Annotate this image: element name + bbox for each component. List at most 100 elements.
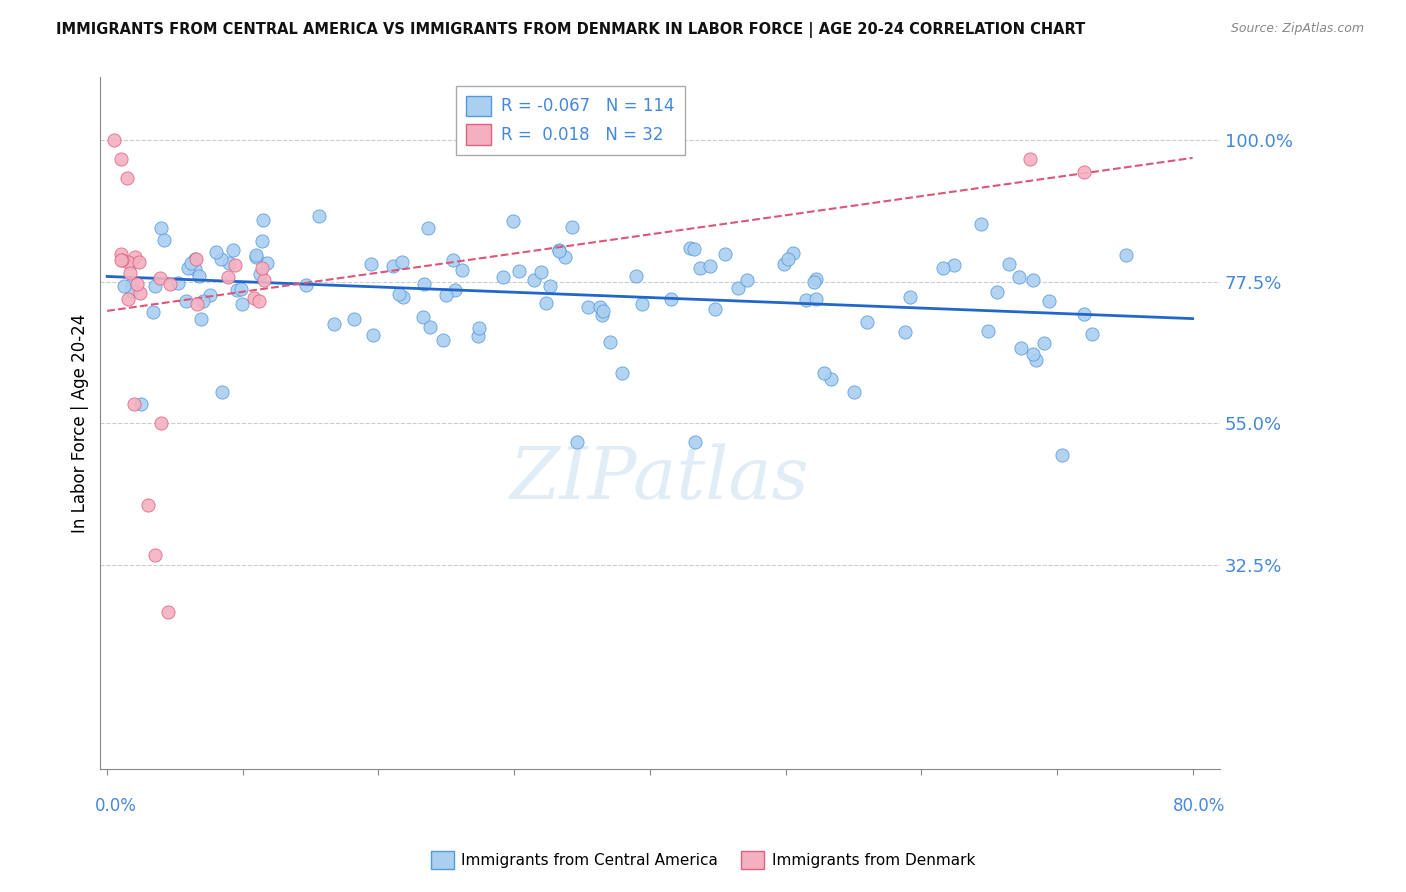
Point: [894, 326, 917, 340]
Point: [803, 275, 825, 289]
Point: [121, 277, 143, 291]
Point: [942, 258, 965, 272]
Point: [1008, 270, 1031, 285]
Point: [626, 268, 648, 283]
Point: [343, 312, 366, 326]
Point: [592, 304, 614, 318]
Point: [152, 233, 174, 247]
Point: [1010, 341, 1032, 355]
Point: [111, 253, 134, 268]
Point: [190, 312, 212, 326]
Point: [391, 290, 413, 304]
Point: [391, 255, 413, 269]
Point: [998, 257, 1021, 271]
Point: [149, 221, 172, 235]
Point: [184, 252, 207, 266]
Point: [1032, 335, 1054, 350]
Point: [250, 234, 273, 248]
Point: [565, 435, 588, 450]
Point: [1050, 448, 1073, 462]
Point: [124, 250, 146, 264]
Point: [898, 290, 921, 304]
Point: [157, 605, 180, 619]
Point: [1115, 248, 1137, 262]
Point: [143, 278, 166, 293]
Point: [727, 281, 749, 295]
Point: [932, 260, 955, 275]
Point: [1018, 152, 1040, 166]
Text: ZIPatlas: ZIPatlas: [510, 443, 810, 514]
Point: [502, 214, 524, 228]
Point: [252, 213, 274, 227]
Point: [122, 397, 145, 411]
Point: [530, 265, 553, 279]
Point: [360, 257, 382, 271]
Point: [444, 283, 467, 297]
Point: [295, 277, 318, 292]
Point: [538, 279, 561, 293]
Point: [986, 285, 1008, 299]
Point: [561, 220, 583, 235]
Point: [217, 269, 239, 284]
Point: [679, 241, 702, 255]
Point: [247, 294, 270, 309]
Point: [245, 248, 267, 262]
Point: [1038, 294, 1060, 309]
Point: [150, 417, 173, 431]
Y-axis label: In Labor Force | Age 20-24: In Labor Force | Age 20-24: [72, 314, 89, 533]
Point: [184, 252, 207, 266]
Point: [127, 277, 149, 291]
Point: [416, 221, 439, 235]
Point: [599, 334, 621, 349]
Point: [704, 302, 727, 317]
Point: [794, 293, 817, 308]
Point: [250, 260, 273, 275]
Point: [166, 276, 188, 290]
Text: 0.0%: 0.0%: [94, 797, 136, 814]
Point: [1081, 326, 1104, 341]
Point: [218, 256, 240, 270]
Point: [120, 256, 142, 270]
Point: [245, 250, 267, 264]
Point: [434, 288, 457, 302]
Point: [180, 255, 202, 269]
Point: [110, 152, 132, 166]
Point: [381, 259, 404, 273]
Point: [1022, 273, 1045, 287]
Point: [773, 257, 796, 271]
Point: [588, 300, 610, 314]
Point: [1073, 165, 1095, 179]
Text: IMMIGRANTS FROM CENTRAL AMERICA VS IMMIGRANTS FROM DENMARK IN LABOR FORCE | AGE : IMMIGRANTS FROM CENTRAL AMERICA VS IMMIG…: [56, 22, 1085, 38]
Point: [804, 293, 827, 307]
Point: [441, 253, 464, 268]
Point: [820, 372, 842, 386]
Point: [322, 317, 344, 331]
Point: [776, 252, 799, 267]
Point: [714, 246, 737, 260]
Point: [256, 256, 278, 270]
Legend: R = -0.067   N = 114, R =  0.018   N = 32: R = -0.067 N = 114, R = 0.018 N = 32: [456, 86, 685, 155]
Point: [120, 266, 142, 280]
Legend: Immigrants from Central America, Immigrants from Denmark: Immigrants from Central America, Immigra…: [425, 845, 981, 875]
Point: [229, 282, 252, 296]
Point: [554, 250, 576, 264]
Point: [143, 549, 166, 563]
Point: [117, 292, 139, 306]
Point: [128, 255, 150, 269]
Point: [659, 292, 682, 306]
Point: [191, 293, 214, 308]
Point: [689, 261, 711, 276]
Point: [253, 273, 276, 287]
Point: [174, 293, 197, 308]
Point: [492, 269, 515, 284]
Point: [534, 296, 557, 310]
Point: [226, 283, 249, 297]
Point: [523, 273, 546, 287]
Point: [547, 243, 569, 257]
Point: [451, 263, 474, 277]
Point: [1073, 307, 1095, 321]
Text: 80.0%: 80.0%: [1173, 797, 1225, 814]
Point: [110, 246, 132, 260]
Point: [699, 259, 721, 273]
Point: [576, 300, 599, 314]
